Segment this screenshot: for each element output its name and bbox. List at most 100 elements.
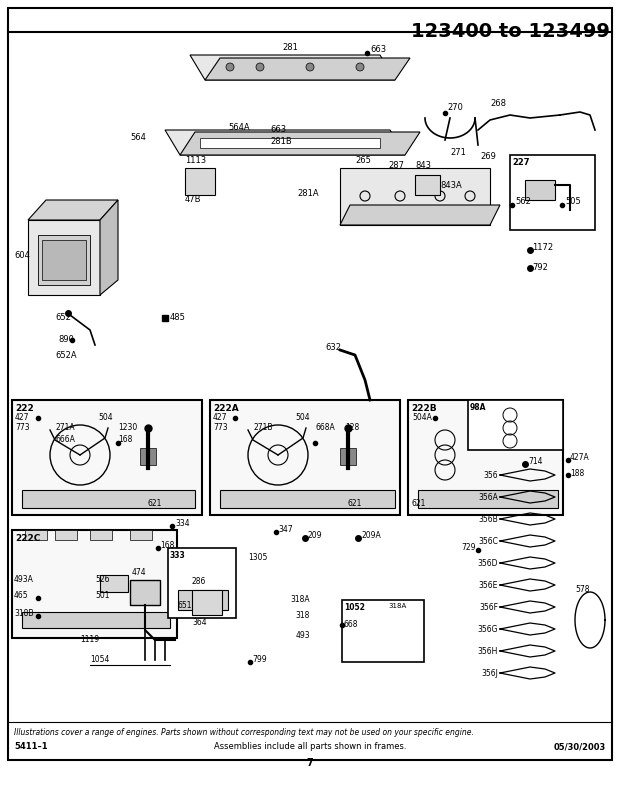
- Text: 621: 621: [348, 499, 362, 508]
- Text: 347: 347: [278, 525, 293, 534]
- Text: 268: 268: [490, 99, 506, 108]
- Text: 578: 578: [575, 585, 590, 594]
- Text: 562: 562: [515, 197, 531, 206]
- Polygon shape: [200, 138, 380, 148]
- Text: 364: 364: [192, 618, 206, 627]
- Text: 1172: 1172: [532, 244, 553, 253]
- Text: 287: 287: [388, 160, 404, 169]
- Text: 652A: 652A: [55, 350, 77, 359]
- Text: 356A: 356A: [478, 492, 498, 501]
- Text: 485: 485: [170, 314, 186, 322]
- Text: 356E: 356E: [479, 581, 498, 589]
- Text: 493A: 493A: [14, 576, 34, 585]
- Text: 493: 493: [295, 630, 310, 639]
- Text: 334: 334: [175, 520, 190, 529]
- Text: 504A: 504A: [412, 412, 432, 422]
- Text: 5411–1: 5411–1: [14, 742, 48, 751]
- Text: 318A: 318A: [290, 596, 310, 605]
- Text: 564A: 564A: [228, 124, 250, 132]
- Polygon shape: [140, 448, 156, 465]
- Polygon shape: [415, 175, 440, 195]
- Text: 843A: 843A: [440, 180, 462, 189]
- Text: 663: 663: [270, 125, 286, 135]
- Text: 729: 729: [461, 544, 476, 553]
- Polygon shape: [178, 590, 228, 610]
- Text: 1054: 1054: [90, 655, 109, 665]
- Bar: [12, 400, 202, 515]
- Text: 222A: 222A: [213, 404, 239, 413]
- Text: 890: 890: [58, 335, 74, 345]
- Text: Illustrations cover a range of engines. Parts shown without corresponding text m: Illustrations cover a range of engines. …: [14, 728, 474, 737]
- Text: Assemblies include all parts shown in frames.: Assemblies include all parts shown in fr…: [214, 742, 406, 751]
- Text: 318A: 318A: [388, 603, 406, 609]
- Polygon shape: [22, 490, 195, 508]
- Text: 604: 604: [14, 250, 30, 260]
- Text: 271B: 271B: [253, 423, 273, 432]
- Text: 632: 632: [325, 343, 341, 353]
- Text: 792: 792: [532, 264, 548, 273]
- Circle shape: [256, 63, 264, 71]
- Polygon shape: [100, 200, 118, 295]
- Polygon shape: [22, 612, 170, 628]
- Text: 773: 773: [213, 423, 228, 432]
- Text: 356B: 356B: [478, 515, 498, 524]
- Text: 663: 663: [370, 46, 386, 55]
- Text: 98A: 98A: [470, 403, 487, 412]
- Circle shape: [306, 63, 314, 71]
- Bar: [468, 400, 563, 450]
- Text: 222: 222: [15, 404, 33, 413]
- Polygon shape: [180, 132, 420, 155]
- Polygon shape: [418, 490, 558, 508]
- Bar: [210, 400, 400, 515]
- Text: 1305: 1305: [248, 553, 267, 562]
- Bar: [408, 400, 563, 515]
- Polygon shape: [340, 168, 490, 225]
- Polygon shape: [42, 240, 86, 280]
- Text: 621: 621: [412, 499, 427, 508]
- Text: 286: 286: [192, 577, 206, 586]
- Text: 188: 188: [570, 468, 584, 477]
- Text: 356C: 356C: [478, 537, 498, 545]
- Text: 505: 505: [565, 197, 581, 206]
- Text: 222C: 222C: [15, 534, 40, 543]
- Text: 773: 773: [15, 423, 30, 432]
- Text: 666A: 666A: [55, 435, 75, 444]
- Text: 265: 265: [355, 156, 371, 165]
- Text: 281B: 281B: [270, 137, 292, 147]
- Text: 668: 668: [344, 620, 358, 629]
- Text: 621: 621: [148, 499, 162, 508]
- Polygon shape: [340, 205, 500, 225]
- Text: 1113: 1113: [185, 156, 206, 165]
- Text: 128: 128: [345, 423, 359, 432]
- Text: 168: 168: [118, 435, 133, 444]
- Polygon shape: [165, 130, 405, 155]
- Polygon shape: [220, 490, 395, 508]
- Polygon shape: [130, 530, 152, 540]
- Text: 474: 474: [132, 568, 146, 577]
- Polygon shape: [205, 58, 410, 80]
- Text: 1052: 1052: [344, 603, 365, 612]
- Text: 501: 501: [95, 592, 110, 601]
- Polygon shape: [28, 200, 118, 220]
- Bar: [12, 530, 177, 638]
- Text: 504: 504: [98, 412, 113, 422]
- Polygon shape: [28, 220, 100, 295]
- Text: 1230: 1230: [118, 423, 137, 432]
- Polygon shape: [55, 530, 77, 540]
- Text: 281A: 281A: [297, 188, 319, 197]
- Text: 356F: 356F: [479, 602, 498, 611]
- Text: 209: 209: [308, 532, 322, 541]
- Text: 564: 564: [130, 133, 146, 143]
- Text: 222B: 222B: [411, 404, 436, 413]
- Polygon shape: [192, 590, 222, 615]
- Text: 843: 843: [415, 161, 431, 170]
- Text: 209A: 209A: [362, 532, 382, 541]
- Text: 356: 356: [484, 471, 498, 480]
- Text: 427A: 427A: [570, 453, 590, 463]
- Text: 269: 269: [480, 152, 496, 161]
- Text: 47B: 47B: [185, 195, 202, 204]
- Polygon shape: [90, 530, 112, 540]
- Polygon shape: [38, 235, 90, 285]
- Polygon shape: [340, 448, 356, 465]
- Text: 281: 281: [282, 43, 298, 52]
